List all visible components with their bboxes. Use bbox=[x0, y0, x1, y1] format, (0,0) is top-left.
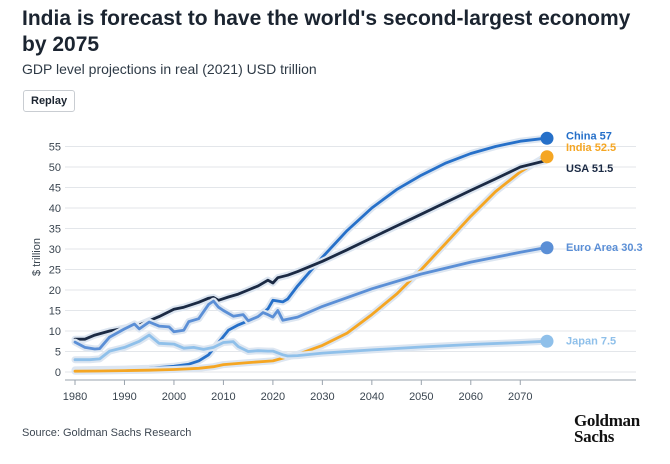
y-tick-label: 10 bbox=[49, 326, 61, 338]
chart-subtitle: GDP level projections in real (2021) USD… bbox=[22, 61, 317, 77]
logo-line-1: Goldman bbox=[574, 411, 640, 430]
end-marker-china bbox=[540, 131, 554, 145]
end-marker-euro-area bbox=[540, 241, 554, 255]
x-tick-label: 1980 bbox=[63, 391, 87, 403]
chart-title: India is forecast to have the world's se… bbox=[22, 7, 631, 56]
end-label-india: India 52.5 bbox=[566, 142, 616, 154]
y-tick-label: 5 bbox=[55, 347, 61, 359]
y-tick-label: 30 bbox=[49, 244, 61, 256]
series-line-japan bbox=[73, 333, 547, 362]
x-tick-label: 2070 bbox=[508, 391, 532, 403]
y-tick-label: 20 bbox=[49, 285, 61, 297]
end-label-japan: Japan 7.5 bbox=[566, 335, 616, 347]
x-tick-label: 2060 bbox=[459, 391, 483, 403]
y-tick-label: 0 bbox=[55, 367, 61, 379]
end-marker-india bbox=[540, 150, 554, 164]
y-tick-label: 45 bbox=[49, 183, 61, 195]
source-note: Source: Goldman Sachs Research bbox=[22, 427, 192, 439]
x-tick-label: 2030 bbox=[310, 391, 334, 403]
x-tick-label: 2010 bbox=[211, 391, 235, 403]
series-line-euro-area bbox=[73, 246, 547, 351]
y-tick-label: 55 bbox=[49, 142, 61, 154]
logo-line-2: Sachs bbox=[574, 427, 615, 446]
x-tick-label: 2040 bbox=[360, 391, 384, 403]
replay-button[interactable]: Replay bbox=[23, 90, 76, 112]
y-tick-label: 35 bbox=[49, 224, 61, 236]
y-tick-label: 40 bbox=[49, 203, 61, 215]
end-marker-japan bbox=[540, 334, 554, 348]
goldman-sachs-logo: Goldman Sachs bbox=[574, 411, 654, 446]
end-label-euro-area: Euro Area 30.3 bbox=[566, 242, 643, 254]
x-tick-label: 1990 bbox=[112, 391, 136, 403]
y-tick-label: 50 bbox=[49, 162, 61, 174]
end-label-usa: USA 51.5 bbox=[566, 163, 613, 175]
y-axis-label: $ trillion bbox=[31, 238, 43, 276]
y-tick-label: 25 bbox=[49, 265, 61, 277]
x-tick-label: 2000 bbox=[162, 391, 186, 403]
x-tick-label: 2050 bbox=[409, 391, 433, 403]
end-label-china: China 57 bbox=[566, 130, 612, 142]
y-tick-label: 15 bbox=[49, 306, 61, 318]
x-tick-label: 2020 bbox=[261, 391, 285, 403]
series-line-china bbox=[73, 136, 547, 372]
